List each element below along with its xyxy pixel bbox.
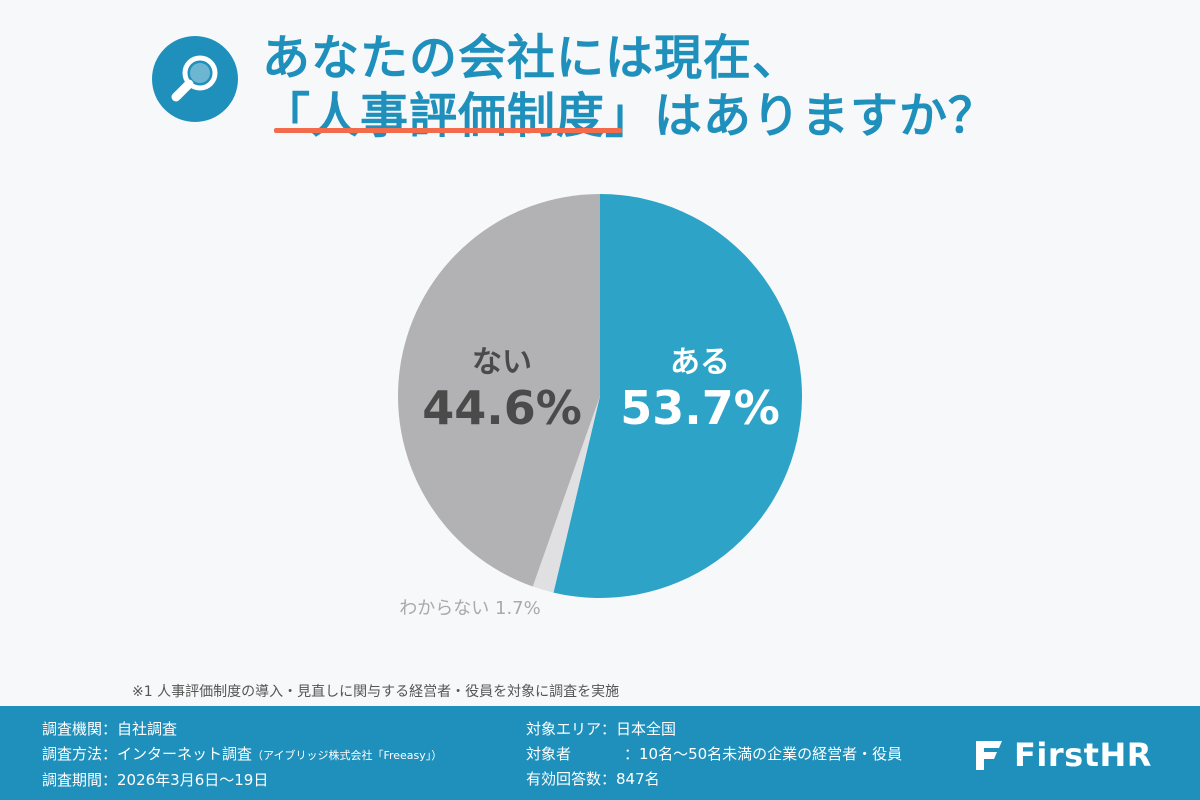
magnifier-icon — [152, 36, 238, 122]
survey-meta-right: 対象エリア：日本全国 対象者 ：10名〜50名未満の企業の経営者・役員 有効回答数… — [526, 717, 902, 792]
chart-title-line-1: あなたの会社には現在、 — [262, 30, 802, 86]
pie-slice-3 — [398, 194, 600, 587]
title-highlight-underline — [274, 128, 622, 133]
slice-value-3: 44.6% — [422, 381, 582, 435]
survey-target-value: ：10名〜50名未満の企業の経営者・役員 — [624, 745, 903, 763]
survey-target-row: 対象者 ：10名〜50名未満の企業の経営者・役員 — [526, 742, 902, 767]
survey-footer: 調査機関：自社調査 調査方法：インターネット調査（アイブリッジ株式会社「Free… — [0, 706, 1200, 800]
title-bracket-open: 「 — [262, 88, 312, 144]
survey-method: 調査方法：インターネット調査 — [42, 745, 253, 763]
pie-slice-1 — [553, 194, 803, 598]
survey-org: 調査機関：自社調査 — [42, 720, 178, 738]
survey-method-row: 調査方法：インターネット調査（アイブリッジ株式会社「Freeasy」） — [42, 742, 442, 768]
brand-logo: FirstHR — [972, 736, 1152, 774]
firsthr-logo-icon — [976, 741, 1002, 770]
survey-meta-left: 調査機関：自社調査 調査方法：インターネット調査（アイブリッジ株式会社「Free… — [42, 717, 442, 793]
slice-label-1: ある — [670, 345, 730, 380]
footnote: ※1 人事評価制度の導入・見直しに関与する経営者・役員を対象に調査を実施 — [132, 684, 620, 700]
slice-label-3: ない — [472, 345, 532, 380]
slice-value-1: 53.7% — [620, 381, 780, 435]
chart-title-line-2: 「人事評価制度」はありますか？ — [262, 76, 997, 146]
pie-slice-2 — [532, 396, 600, 593]
survey-area: 対象エリア：日本全国 — [526, 720, 677, 738]
survey-target-label: 対象者 — [526, 745, 572, 763]
survey-period: 調査期間：2026年3月6日〜19日 — [42, 771, 269, 789]
survey-method-note: （アイブリッジ株式会社「Freeasy」） — [252, 749, 443, 762]
slice-label-2: わからない 1.7% — [399, 598, 540, 619]
survey-responses: 有効回答数：847名 — [526, 770, 660, 788]
title-highlight: 人事評価制度 — [311, 88, 606, 144]
title-bracket-close: 」はありますか？ — [605, 88, 998, 144]
brand-name: FirstHR — [1014, 736, 1152, 774]
